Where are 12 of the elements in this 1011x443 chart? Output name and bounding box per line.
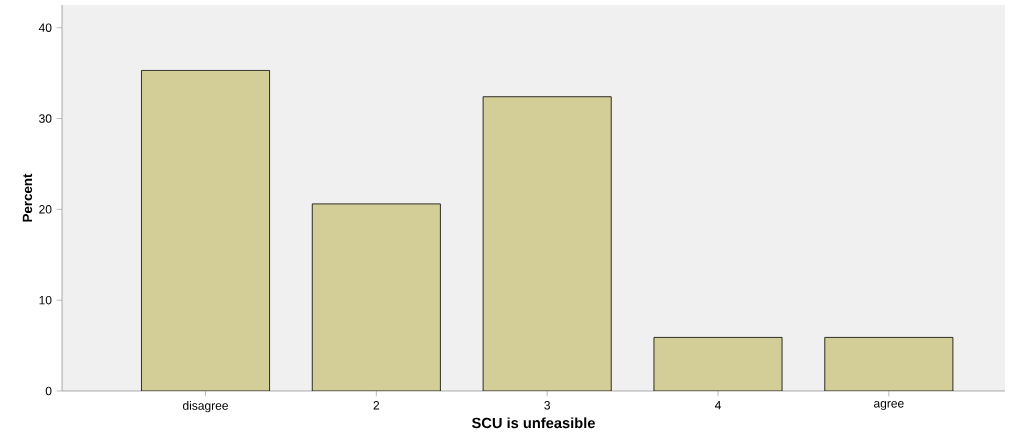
y-axis-title: Percent	[22, 173, 33, 222]
y-tick-label: 10	[39, 295, 52, 305]
y-tick-label: 0	[45, 386, 52, 396]
y-tick-label: 20	[39, 205, 52, 214]
x-tick-label: 2	[373, 401, 380, 410]
x-axis-title: SCU is unfeasible	[471, 417, 595, 429]
x-tick-label: 3	[544, 401, 550, 410]
x-tick-label: 4	[714, 401, 721, 410]
y-tick-label: 40	[38, 23, 52, 32]
x-tick-label: agree	[874, 401, 904, 410]
x-tick-label: disagree	[182, 401, 228, 413]
y-tick-label: 30	[39, 114, 52, 123]
